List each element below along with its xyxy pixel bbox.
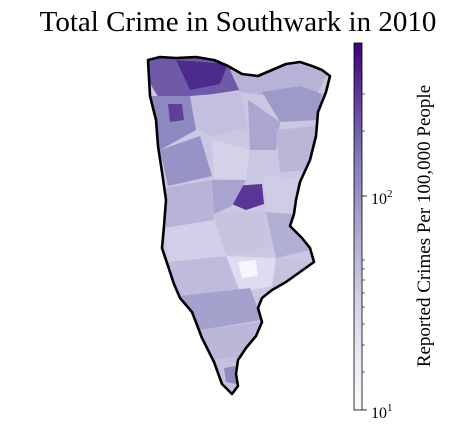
colorbar: 101 102 Reported Crimes Per 100,000 Peop… <box>353 42 435 422</box>
colorbar-label: Reported Crimes Per 100,000 People <box>414 85 435 367</box>
choropleth-areas <box>148 57 330 394</box>
colorbar-minor-ticks <box>362 93 365 373</box>
colorbar-bar <box>353 42 363 411</box>
map-title: Total Crime in Southwark in 2010 <box>39 6 437 38</box>
colorbar-tick-label-100: 102 <box>371 188 393 208</box>
colorbar-tick-label-10: 101 <box>371 402 393 422</box>
